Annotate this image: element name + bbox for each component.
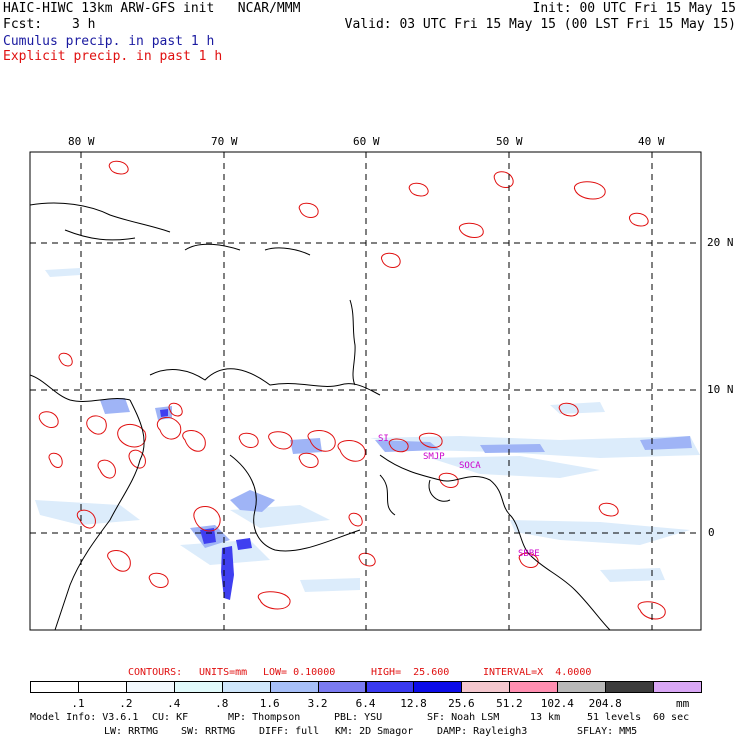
station-si: SI — [378, 434, 389, 444]
colorbar-box — [317, 681, 367, 693]
sw-scheme: SW: RRTMG — [181, 726, 236, 737]
lw-scheme: LW: RRTMG — [104, 726, 159, 737]
colorbar-label: .2 — [119, 697, 133, 710]
valid-time: Valid: 03 UTC Fri 15 May 15 (00 LST Fri … — [344, 17, 736, 32]
colorbar-label: 51.2 — [496, 697, 523, 710]
colorbar-unit: mm — [676, 697, 690, 710]
colorbar-box — [173, 681, 223, 693]
vertical-levels: 51 levels — [587, 712, 642, 723]
lon-label-80w: 80 W — [68, 135, 95, 148]
diff-option: DIFF: full — [259, 726, 320, 737]
lon-label-40w: 40 W — [638, 135, 665, 148]
colorbar-label: .1 — [71, 697, 85, 710]
colorbar-box — [125, 681, 175, 693]
contours-units: UNITS=mm — [199, 667, 248, 678]
coastlines — [30, 202, 611, 630]
colorbar-box — [365, 681, 415, 693]
lon-label-50w: 50 W — [496, 135, 523, 148]
lon-label-70w: 70 W — [211, 135, 238, 148]
forecast-label: Fcst: — [3, 17, 43, 32]
station-sbbe: SBBE — [518, 549, 540, 559]
station-soca: SOCA — [459, 461, 481, 471]
colorbar-box — [30, 681, 79, 693]
colorbar-label: 204.8 — [588, 697, 622, 710]
colorbar-box — [221, 681, 271, 693]
contours-high: HIGH= 25.600 — [371, 667, 450, 678]
colorbar-box — [605, 681, 655, 693]
colorbar-box — [461, 681, 511, 693]
colorbar-label: 1.6 — [259, 697, 280, 710]
lat-label-20n: 20 N — [707, 236, 734, 249]
km-option: KM: 2D Smagor — [335, 726, 414, 737]
station-smjp: SMJP — [423, 452, 445, 462]
colorbar-box — [413, 681, 463, 693]
pbl-scheme: PBL: YSU — [334, 712, 383, 723]
damp-option: DAMP: Rayleigh3 — [437, 726, 528, 737]
contours-label: CONTOURS: — [128, 667, 183, 678]
cumulus-mid-areas — [100, 398, 692, 548]
colorbar-box — [557, 681, 607, 693]
forecast-hours: 3 h — [72, 17, 96, 32]
cumulus-legend: Cumulus precip. in past 1 h — [3, 34, 215, 49]
colorbar-box — [509, 681, 559, 693]
grid-resolution: 13 km — [530, 712, 561, 723]
colorbar-label: 102.4 — [540, 697, 574, 710]
colorbar-box — [77, 681, 127, 693]
colorbar-label: .8 — [215, 697, 229, 710]
lat-lon-grid — [30, 152, 701, 630]
cu-scheme: CU: KF — [152, 712, 189, 723]
lat-label-10n: 10 N — [707, 383, 734, 396]
colorbar-box — [653, 681, 702, 693]
lat-label-0: 0 — [708, 526, 715, 539]
colorbar-label: 12.8 — [400, 697, 427, 710]
colorbar-label: 3.2 — [307, 697, 328, 710]
map-frame — [29, 151, 702, 631]
model-title: HAIC-HIWC 13km ARW-GFS init NCAR/MMM — [3, 1, 301, 16]
explicit-precip-contours — [38, 160, 666, 620]
sflay-option: SFLAY: MM5 — [577, 726, 638, 737]
explicit-legend: Explicit precip. in past 1 h — [3, 49, 223, 64]
colorbar-label: 6.4 — [355, 697, 376, 710]
colorbar-label: 25.6 — [448, 697, 475, 710]
time-step: 60 sec — [653, 712, 690, 723]
lon-label-60w: 60 W — [353, 135, 380, 148]
init-time: Init: 00 UTC Fri 15 May 15 — [532, 1, 737, 16]
model-info: Model Info: V3.6.1 — [30, 712, 139, 723]
mp-scheme: MP: Thompson — [228, 712, 301, 723]
contours-low: LOW= 0.10000 — [263, 667, 336, 678]
colorbar-label: .4 — [167, 697, 181, 710]
colorbar-box — [269, 681, 319, 693]
sf-scheme: SF: Noah LSM — [427, 712, 500, 723]
contours-interval: INTERVAL=X 4.0000 — [483, 667, 592, 678]
